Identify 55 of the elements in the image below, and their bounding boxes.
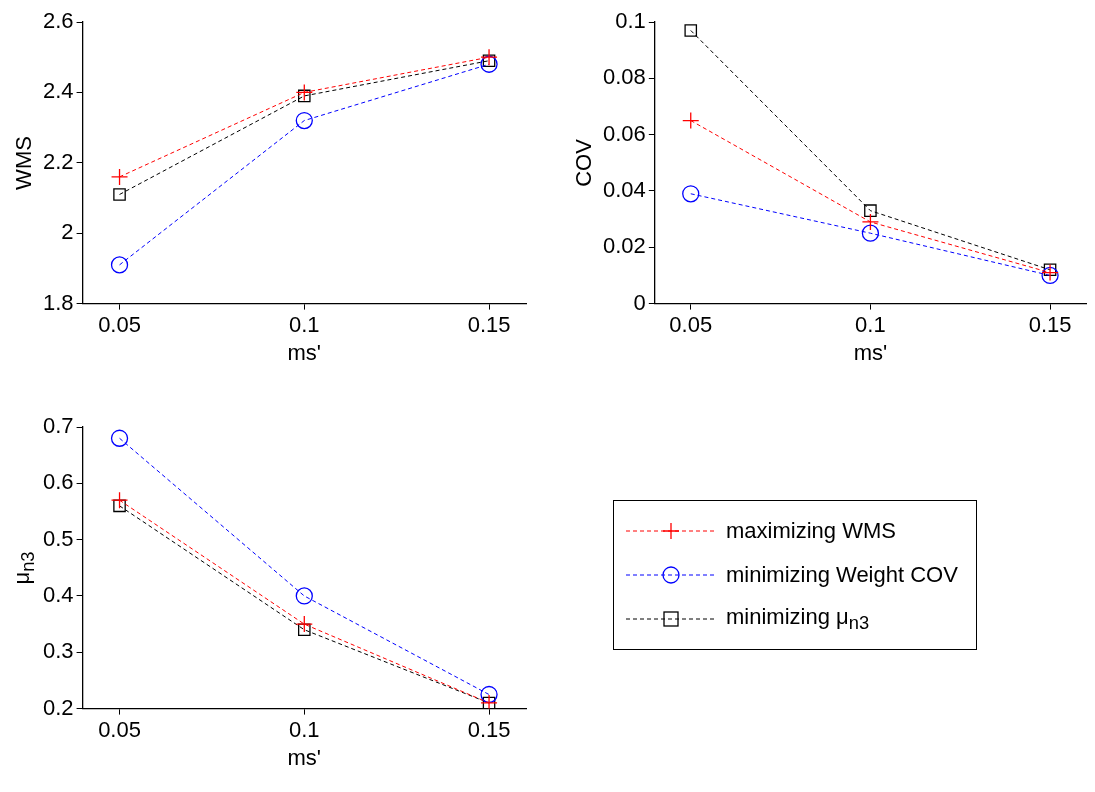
legend-label: maximizing WMS xyxy=(726,518,896,544)
point xyxy=(110,168,129,186)
x-tick-label: 0.1 xyxy=(855,311,886,337)
x-axis-title: ms' xyxy=(853,340,888,366)
y-tick-label: 0.02 xyxy=(602,233,646,259)
point xyxy=(864,204,877,217)
y-tick-label: 0.04 xyxy=(602,177,646,203)
x-tick-label: 0.1 xyxy=(288,716,320,742)
point xyxy=(861,224,880,242)
y-tick-label: 2.6 xyxy=(42,8,74,34)
point xyxy=(295,615,313,633)
point xyxy=(1043,263,1057,277)
y-tick-label: 2 xyxy=(61,219,74,245)
point xyxy=(295,587,313,605)
y-tick-label: 0.7 xyxy=(42,413,74,439)
x-tick-label: 0.15 xyxy=(467,716,511,742)
legend-label: minimizing Weight COV xyxy=(726,562,958,588)
y-tick-label: 0 xyxy=(633,289,646,315)
y-tick-label: 0.5 xyxy=(42,525,74,551)
x-tick-label: 0.1 xyxy=(288,311,320,337)
point xyxy=(482,54,496,68)
point xyxy=(297,89,311,103)
y-axis-title: WMS xyxy=(11,135,37,190)
x-tick-label: 0.05 xyxy=(669,311,713,337)
point xyxy=(110,256,129,274)
point xyxy=(295,111,313,130)
y-tick-label: 0.06 xyxy=(602,120,646,146)
point xyxy=(861,213,880,231)
point xyxy=(480,685,498,704)
y-tick-label: 2.4 xyxy=(42,78,74,104)
point xyxy=(113,188,126,201)
y-tick-label: 0.3 xyxy=(42,638,74,664)
x-axis-title: ms' xyxy=(287,340,322,366)
y-tick-label: 0.1 xyxy=(615,8,646,34)
x-tick-label: 0.05 xyxy=(98,716,141,742)
y-tick-label: 0.08 xyxy=(602,64,646,90)
y-tick-label: 0.6 xyxy=(42,469,74,495)
y-tick-label: 0.2 xyxy=(42,694,74,720)
x-tick-label: 0.05 xyxy=(98,311,141,337)
point xyxy=(110,429,129,447)
y-tick-label: 2.2 xyxy=(42,148,74,174)
x-tick-label: 0.15 xyxy=(1028,311,1072,337)
legend-label: minimizing μ$_{n3}$ xyxy=(726,603,870,635)
point xyxy=(682,111,700,130)
point xyxy=(110,491,129,509)
point xyxy=(684,24,698,37)
point xyxy=(480,55,498,73)
point xyxy=(682,185,700,203)
point xyxy=(480,48,498,66)
x-axis-title: ms' xyxy=(287,745,322,771)
y-tick-label: 0.4 xyxy=(42,582,74,608)
x-tick-label: 0.15 xyxy=(467,311,511,337)
y-tick-label: 1.8 xyxy=(42,289,74,315)
y-axis-title: COV xyxy=(571,138,597,187)
point xyxy=(295,83,313,102)
